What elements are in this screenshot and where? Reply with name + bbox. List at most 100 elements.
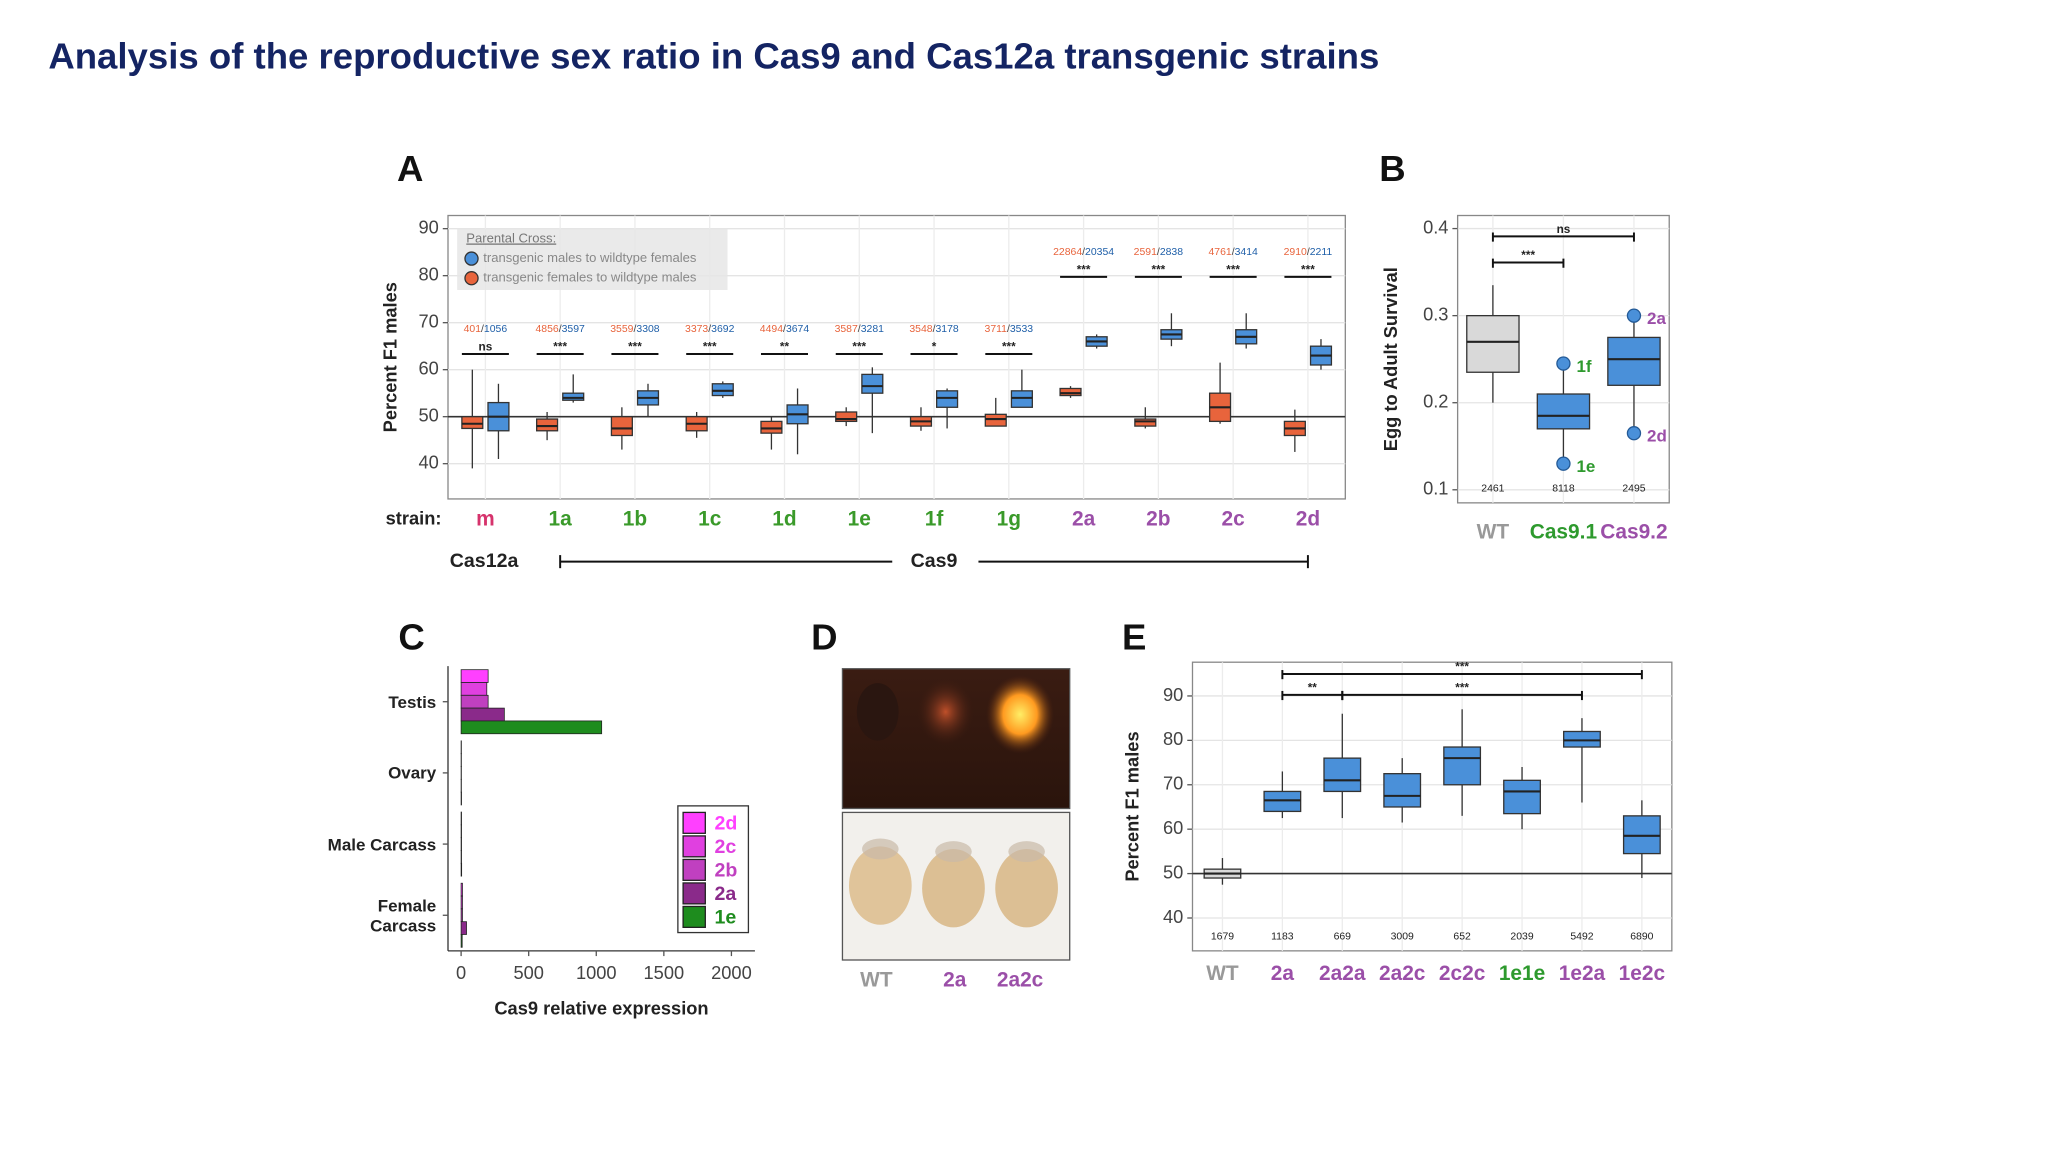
count-female: 2591 [1134, 247, 1157, 258]
x-tick-label: 500 [513, 962, 543, 983]
significance-label: *** [852, 341, 866, 354]
y-tick-label: 0.1 [1423, 478, 1448, 499]
y-tick-label: Male Carcass [327, 834, 437, 854]
count-female: 3373 [685, 324, 708, 335]
group-label: Cas12a [450, 550, 520, 572]
x-tick-label: 1b [623, 507, 647, 530]
count-female: 4856 [535, 324, 558, 335]
count-label: 3559/3308 [610, 324, 660, 335]
group-label: Cas9 [911, 550, 958, 572]
count-label: 4494/3674 [760, 324, 810, 335]
count-male: 3597 [562, 324, 585, 335]
legend-label: 2a [714, 883, 737, 905]
bar [460, 934, 463, 948]
legend-swatch [682, 905, 706, 928]
count-separator: / [1007, 324, 1010, 335]
fly-wing [862, 838, 899, 860]
count-label: 3711/3533 [985, 324, 1034, 335]
x-tick-label: 1d [772, 507, 796, 530]
legend-swatch [682, 882, 706, 905]
count-label: 2591/2838 [1134, 247, 1184, 258]
significance-label: *** [1226, 263, 1240, 276]
box [1607, 336, 1661, 386]
comparison-label: ns [1557, 223, 1571, 236]
x-tick-label: 1c [698, 507, 721, 530]
box [1134, 418, 1157, 427]
y-tick-label: 40 [1163, 906, 1183, 927]
count-separator: / [1157, 247, 1160, 258]
panel-letter: D [811, 617, 837, 658]
x-tick-label: 1e [848, 507, 871, 530]
count-female: 4494 [760, 324, 783, 335]
legend-title: Parental Cross: [466, 230, 556, 245]
box [461, 416, 484, 430]
count-label: 2910/2211 [1284, 247, 1333, 258]
y-tick-label: 90 [419, 216, 439, 237]
count-male: 3533 [1010, 324, 1033, 335]
fly-dark [856, 683, 899, 741]
significance-label: * [932, 341, 937, 354]
count-male: 3308 [636, 324, 659, 335]
y-tick-label: Ovary [388, 763, 437, 783]
significance-label: ns [479, 341, 493, 354]
count-label: 8118 [1552, 483, 1575, 494]
count-separator: / [633, 324, 636, 335]
count-separator: / [1082, 247, 1085, 258]
count-female: 3559 [610, 324, 633, 335]
fly-wing [1008, 841, 1045, 863]
y-tick-label: 90 [1163, 684, 1183, 705]
y-tick-label: 60 [419, 358, 439, 379]
count-label: 6890 [1630, 931, 1653, 942]
bar [460, 682, 488, 696]
significance-label: ** [780, 341, 790, 354]
x-tick-label: WT [1477, 520, 1510, 543]
box [1443, 746, 1482, 786]
comparison-label: *** [1455, 681, 1469, 694]
bar [460, 862, 463, 877]
legend-label: 2b [714, 859, 737, 881]
count-male: 3178 [935, 324, 958, 335]
x-tick-label: 1500 [644, 962, 685, 983]
count-label: 3548/3178 [909, 324, 959, 335]
box [1622, 815, 1661, 855]
photo-panel [841, 668, 1071, 961]
count-separator: / [783, 324, 786, 335]
box [835, 411, 858, 423]
x-tick-label: 2a2c [1379, 962, 1425, 985]
comparison-label: *** [1521, 249, 1535, 262]
count-male: 3281 [861, 324, 884, 335]
box [610, 416, 633, 437]
count-separator: / [858, 324, 861, 335]
legend-label: 1e [714, 906, 736, 928]
count-label: 3373/3692 [685, 324, 735, 335]
x-tick-label: WT [1206, 962, 1239, 985]
comparison-label: ** [1308, 681, 1318, 694]
box [936, 390, 959, 408]
bar [460, 669, 489, 683]
x-tick-label: 1f [925, 507, 944, 530]
photo-caption: WT [860, 968, 893, 991]
x-tick-label: m [476, 507, 495, 530]
bar [460, 921, 467, 935]
y-tick-label: 70 [1163, 773, 1183, 794]
count-male: 20354 [1085, 247, 1114, 258]
count-female: 3711 [985, 324, 1008, 335]
count-separator: / [708, 324, 711, 335]
x-tick-label: 1e1e [1499, 962, 1545, 985]
box [984, 413, 1007, 427]
y-tick-label: 0.4 [1423, 216, 1448, 237]
fly-wing [935, 841, 972, 863]
x-tick-label: 2b [1146, 507, 1170, 530]
box [1059, 387, 1082, 397]
y-axis-label: Percent F1 males [1122, 731, 1143, 881]
legend-swatch [682, 835, 706, 858]
slide-title: Analysis of the reproductive sex ratio i… [48, 35, 1379, 76]
count-label: 401/1056 [464, 324, 508, 335]
count-label: 669 [1334, 931, 1352, 942]
x-tick-label: Cas9.2 [1600, 520, 1667, 543]
bar [460, 895, 463, 910]
box [1503, 779, 1541, 815]
y-tick-label: Testis [388, 691, 437, 712]
x-tick-label: Cas9.1 [1530, 520, 1598, 543]
x-tick-label: 2d [1296, 507, 1320, 530]
